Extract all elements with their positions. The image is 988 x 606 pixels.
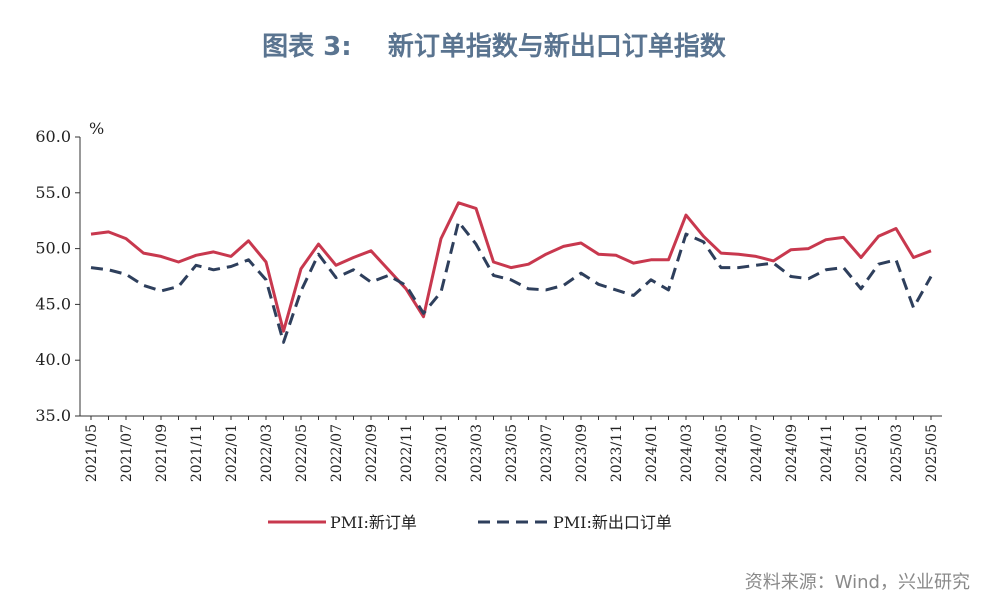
x-tick-label: 2023/11 xyxy=(609,424,625,482)
series-line-export-orders xyxy=(90,220,933,344)
x-tick-label: 2022/03 xyxy=(259,424,275,482)
y-tick-label: 40.0 xyxy=(35,350,71,369)
y-axis-unit-label: % xyxy=(89,119,104,138)
figure-title: 图表 3: 新订单指数与新出口订单指数 xyxy=(262,32,726,62)
y-tick-label: 45.0 xyxy=(35,294,71,313)
x-tick-label: 2024/03 xyxy=(679,424,695,482)
x-tick-label: 2023/03 xyxy=(469,424,485,482)
x-tick-label: 2025/01 xyxy=(854,424,870,482)
x-tick-label: 2022/09 xyxy=(364,424,380,482)
x-tick-label: 2022/07 xyxy=(329,424,345,482)
legend-label-new-orders: PMI:新订单 xyxy=(330,513,417,532)
x-tick-label: 2025/03 xyxy=(889,424,905,482)
x-tick-label: 2025/05 xyxy=(924,424,940,482)
x-tick-label: 2023/09 xyxy=(574,424,590,482)
y-tick-label: 35.0 xyxy=(35,406,71,425)
y-tick-label: 50.0 xyxy=(35,239,71,258)
y-tick-labels: 35.0 40.0 45.0 50.0 55.0 60.0 xyxy=(35,127,71,425)
y-tick-label: 60.0 xyxy=(35,127,71,146)
x-tick-label: 2024/11 xyxy=(819,424,835,482)
series-lines xyxy=(90,201,933,344)
x-tick-label: 2024/09 xyxy=(784,424,800,482)
x-tick-label: 2022/05 xyxy=(294,424,310,482)
x-tick-label: 2024/07 xyxy=(749,424,765,482)
x-tick-labels: 2021/05 2021/07 2021/09 2021/11 2022/01 2022/… xyxy=(84,424,940,482)
series-line-new-orders xyxy=(90,201,932,333)
x-tick-label: 2023/05 xyxy=(504,424,520,482)
x-tick-label: 2022/01 xyxy=(224,424,240,482)
x-tick-label: 2021/09 xyxy=(154,424,170,482)
x-tick-label: 2024/01 xyxy=(644,424,660,482)
chart-axes xyxy=(75,136,942,420)
source-note: 资料来源：Wind，兴业研究 xyxy=(744,572,970,593)
x-tick-label: 2021/07 xyxy=(119,424,135,482)
legend-label-export-orders: PMI:新出口订单 xyxy=(553,513,672,532)
x-tick-label: 2023/01 xyxy=(434,424,450,482)
y-tick-label: 55.0 xyxy=(35,183,71,202)
chart-legend: PMI:新订单 PMI:新出口订单 xyxy=(268,513,672,532)
x-tick-label: 2021/11 xyxy=(189,424,205,482)
x-tick-label: 2022/11 xyxy=(399,424,415,482)
x-tick-label: 2021/05 xyxy=(84,424,100,482)
x-tick-label: 2023/07 xyxy=(539,424,555,482)
x-tick-label: 2024/05 xyxy=(714,424,730,482)
